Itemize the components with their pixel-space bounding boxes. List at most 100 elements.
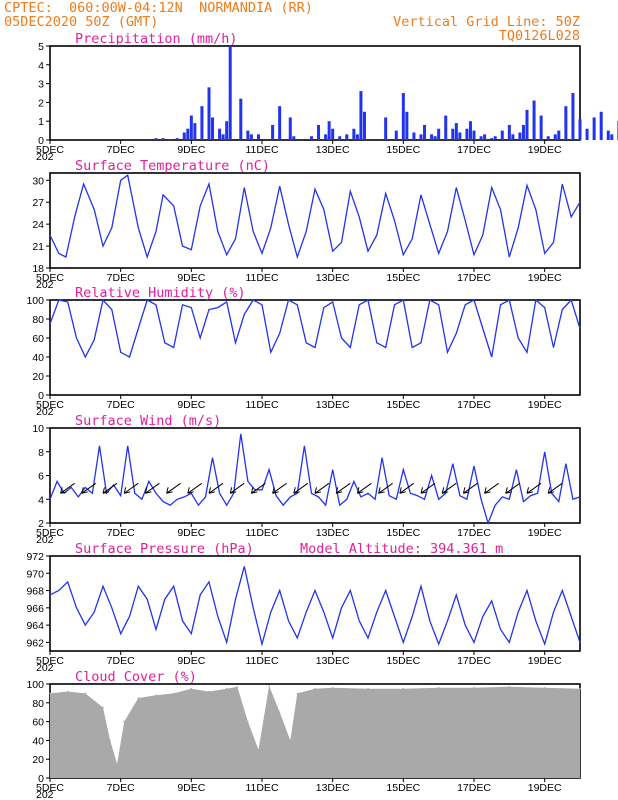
relative-humidity-xtick-label: 11DEC [245, 399, 278, 411]
cloud-cover-point [367, 687, 369, 690]
surface-temperature-frame [49, 172, 581, 269]
surface-temperature-ytick-label: 21 [32, 241, 44, 253]
precip-bar [610, 134, 614, 140]
surface-pressure-xtick-label: 7DEC [107, 655, 135, 667]
precipitation-ytick-label: 1 [38, 116, 44, 128]
wind-arrow [547, 482, 563, 494]
precip-bar [331, 128, 335, 140]
cloud-cover-point [236, 686, 239, 688]
precip-bar [317, 124, 321, 140]
precip-bar [324, 134, 328, 140]
relative-humidity-xtick-label: 17DEC [457, 399, 491, 411]
cloud-cover-point [208, 690, 210, 693]
precip-bar [362, 111, 366, 140]
cloud-cover-ytick-label: 80 [32, 698, 44, 710]
wind-arrowhead [399, 487, 406, 494]
precip-bar [228, 46, 232, 140]
precip-bar [472, 130, 476, 140]
surface-pressure-xtick-label: 15DEC [386, 655, 420, 667]
surface-wind-ytick-label: 2 [38, 518, 44, 530]
precip-bar [384, 117, 388, 140]
wind-arrowhead [526, 487, 534, 494]
precip-bar [405, 111, 409, 140]
cloud-cover-area [50, 685, 580, 778]
wind-arrow [208, 482, 224, 494]
precipitation-xtick-label: 19DEC [528, 144, 562, 156]
precipitation-xtick-label: 7DEC [107, 144, 135, 156]
precipitation-xtick-year: 202 [36, 151, 54, 163]
relative-humidity-ytick-label: 20 [32, 371, 44, 383]
wind-arrow [293, 482, 309, 494]
precip-bar [483, 134, 487, 140]
precip-bar [454, 123, 458, 140]
surface-pressure-xtick-year: 202 [36, 662, 54, 674]
wind-arrowhead [187, 487, 194, 494]
precip-bar [200, 106, 204, 140]
relative-humidity-ytick-label: 60 [32, 333, 44, 345]
precip-bar [518, 132, 522, 140]
precip-bar [225, 121, 229, 140]
header-date: 05DEC2020 50Z (GMT) [4, 14, 159, 30]
precip-bar [246, 130, 250, 140]
precip-bar [521, 124, 525, 140]
cloud-cover-xtick-label: 19DEC [528, 782, 562, 794]
cloud-cover-xtick-label: 15DEC [386, 782, 420, 794]
precip-bar [239, 98, 243, 140]
cloud-cover-point [257, 749, 260, 751]
wind-arrow [463, 482, 478, 494]
wind-arrowhead [208, 487, 216, 494]
wind-arrow [81, 482, 97, 494]
cloud-cover-xtick-label: 9DEC [177, 782, 205, 794]
cloud-cover-point [66, 690, 69, 693]
surface-wind-ytick-label: 8 [38, 447, 44, 459]
surface-wind-xtick-label: 13DEC [316, 527, 350, 539]
wind-arrowhead [144, 487, 152, 494]
precip-bar [465, 128, 469, 140]
precip-bar [437, 128, 441, 140]
wind-arrow [505, 482, 521, 494]
wind-arrow [335, 482, 351, 494]
precip-bar [606, 130, 610, 140]
relative-humidity-xtick-year: 202 [36, 406, 54, 418]
cloud-cover-point [172, 692, 175, 695]
wind-arrowhead [484, 487, 491, 494]
wind-arrowhead [314, 487, 322, 494]
wind-arrowhead [378, 487, 385, 494]
precip-bar [444, 115, 448, 140]
cloud-cover-ytick-label: 20 [32, 754, 44, 766]
cloud-cover-xtick-label: 5DEC [36, 782, 64, 794]
precip-bar [599, 111, 603, 140]
precip-bar [352, 128, 356, 140]
surface-wind-ytick-label: 10 [32, 423, 44, 435]
cloud-cover-point [437, 686, 440, 689]
surface-wind-xtick-label: 9DEC [177, 527, 205, 539]
surface-temperature-xtick-label: 9DEC [177, 272, 205, 284]
precip-bar [423, 124, 427, 140]
surface-pressure-xtick-label: 5DEC [36, 655, 64, 667]
cloud-cover-point [402, 687, 405, 690]
wind-arrowhead [60, 487, 67, 494]
cloud-cover-point [278, 711, 281, 713]
relative-humidity-xtick-label: 13DEC [316, 399, 350, 411]
cloud-cover-ytick-label: 60 [32, 717, 44, 729]
surface-temperature-xtick-label: 13DEC [316, 272, 350, 284]
precip-bar [557, 130, 561, 140]
precip-bar [186, 128, 190, 140]
precip-bar [525, 109, 529, 140]
precip-bar [468, 121, 472, 140]
precipitation-xtick-label: 9DEC [177, 144, 205, 156]
cloud-cover-xtick-label: 7DEC [107, 782, 135, 794]
wind-arrowhead [229, 487, 237, 494]
surface-temperature-xtick-label: 19DEC [528, 272, 562, 284]
cloud-cover-point [268, 685, 270, 687]
precip-bar [154, 138, 158, 140]
surface-temperature-xtick-label: 7DEC [107, 272, 135, 284]
wind-arrowhead [462, 487, 470, 494]
wind-arrow [102, 482, 118, 494]
surface-temperature-ytick-label: 30 [32, 175, 44, 187]
wind-arrow [166, 482, 181, 494]
precip-bar [161, 138, 165, 140]
precip-bar [394, 130, 398, 140]
surface-pressure-xtick-label: 19DEC [528, 655, 562, 667]
